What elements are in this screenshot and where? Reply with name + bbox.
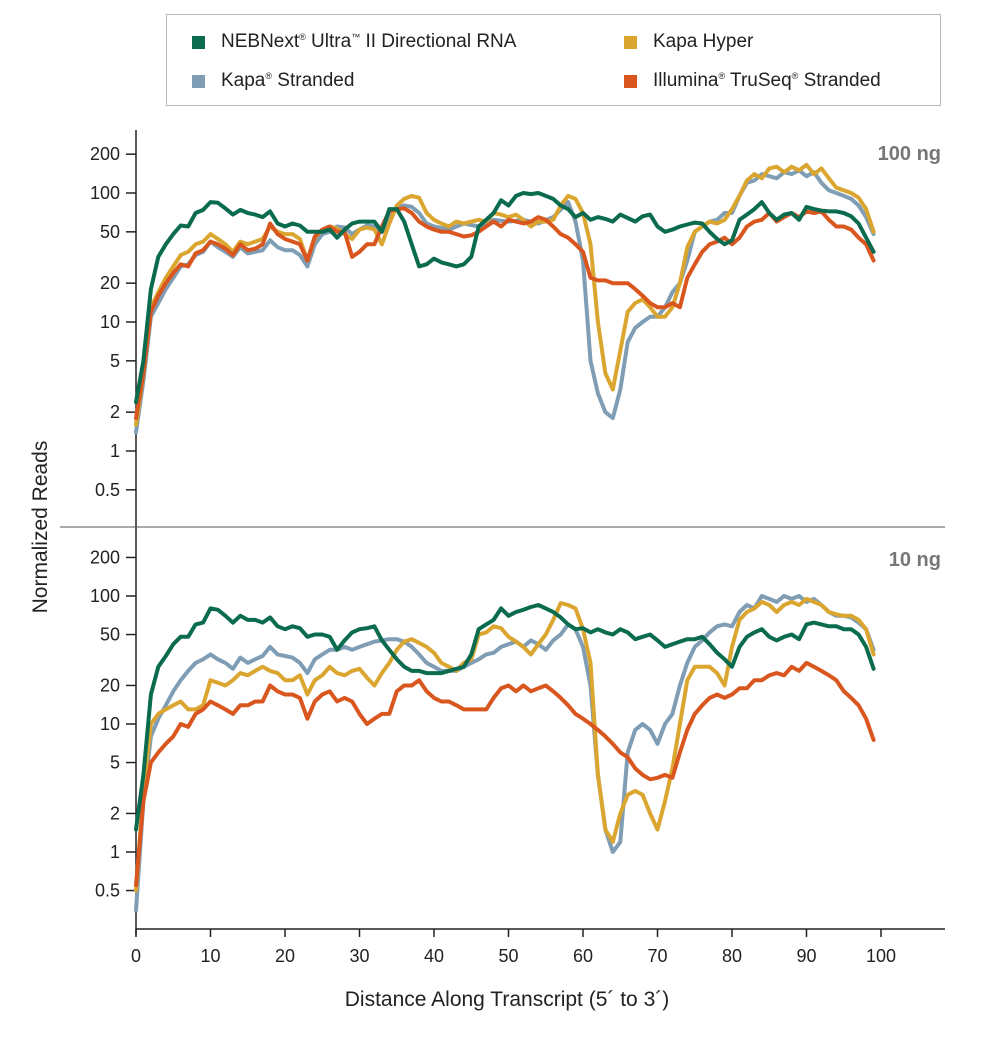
y-tick-label: 1 [110, 441, 120, 461]
legend-item-kapa-stranded: Kapa® Stranded [192, 70, 354, 92]
y-tick-label: 2 [110, 402, 120, 422]
series-line-illumina-truseq-stranded-panel-2 [134, 660, 876, 888]
y-tick-label: 20 [100, 675, 120, 695]
panel-label-10ng: 10 ng [889, 549, 941, 571]
x-tick-label: 80 [722, 946, 742, 966]
y-tick-label: 0.5 [95, 881, 120, 901]
legend-swatch-kapa-hyper [624, 35, 637, 49]
y-tick-label: 50 [100, 222, 120, 242]
series-layer [134, 162, 876, 913]
x-tick-label: 0 [131, 946, 141, 966]
series-line-kapa-stranded-panel-1 [134, 168, 876, 435]
series-line-kapa-stranded-panel-2 [134, 594, 876, 913]
series-line-nebnext-ultra-ii-directional-rna-panel-2 [134, 603, 876, 832]
legend-item-kapa-hyper: Kapa Hyper [624, 31, 753, 53]
legend-label-kapa-hyper: Kapa Hyper [653, 31, 754, 52]
series-line-kapa-hyper-panel-1 [134, 162, 876, 427]
x-tick-label: 50 [498, 946, 518, 966]
x-axis-title: Distance Along Transcript (5´ to 3´) [345, 988, 669, 1011]
y-tick-label: 100 [90, 586, 120, 606]
legend-item-illumina: Illumina® TruSeq® Stranded [624, 70, 881, 92]
legend-swatch-illumina [624, 74, 637, 88]
legend-swatch-kapa-stranded [192, 74, 205, 88]
legend: NEBNext® Ultra™ II Directional RNA Kapa … [166, 14, 941, 106]
panel-label-100ng: 100 ng [878, 143, 941, 165]
y-tick-label: 10 [100, 714, 120, 734]
y-tick-label: 0.5 [95, 480, 120, 500]
x-tick-label: 20 [275, 946, 295, 966]
x-tick-label: 90 [796, 946, 816, 966]
axes: 0 10 20 30 40 50 60 70 80 90 100 200 100 50 20 10 5 2 1 0.5… [60, 130, 945, 966]
y-tick-label: 20 [100, 273, 120, 293]
series-line-illumina-truseq-stranded-panel-1 [134, 206, 876, 421]
legend-label-kapa-stranded: Kapa® Stranded [221, 70, 355, 91]
x-tick-label: 10 [200, 946, 220, 966]
x-tick-label: 70 [647, 946, 667, 966]
y-tick-label: 50 [100, 625, 120, 645]
y-tick-label: 200 [90, 547, 120, 567]
legend-item-nebnext: NEBNext® Ultra™ II Directional RNA [192, 31, 516, 53]
x-tick-label: 100 [866, 946, 896, 966]
y-tick-label: 10 [100, 312, 120, 332]
y-tick-label: 1 [110, 842, 120, 862]
y-tick-label: 5 [110, 753, 120, 773]
y-tick-label: 2 [110, 803, 120, 823]
y-tick-label: 200 [90, 144, 120, 164]
y-tick-label: 5 [110, 351, 120, 371]
legend-swatch-nebnext [192, 35, 205, 49]
x-tick-label: 60 [573, 946, 593, 966]
legend-label-illumina: Illumina® TruSeq® Stranded [653, 70, 881, 91]
y-tick-label: 100 [90, 183, 120, 203]
x-tick-label: 30 [349, 946, 369, 966]
legend-label-nebnext: NEBNext® Ultra™ II Directional RNA [221, 31, 517, 52]
x-tick-label: 40 [424, 946, 444, 966]
series-line-kapa-hyper-panel-2 [134, 596, 876, 893]
series-line-nebnext-ultra-ii-directional-rna-panel-1 [134, 191, 876, 404]
y-axis-title: Normalized Reads [29, 441, 52, 614]
